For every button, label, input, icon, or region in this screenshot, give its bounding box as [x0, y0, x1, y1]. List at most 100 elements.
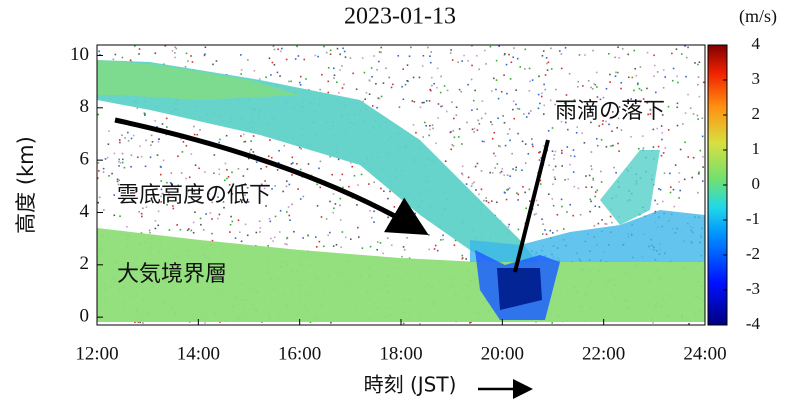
noise	[576, 85, 579, 88]
noise	[329, 200, 331, 203]
noise	[475, 55, 478, 57]
noise	[157, 140, 160, 143]
noise	[192, 221, 195, 224]
noise	[437, 103, 440, 105]
noise	[98, 170, 100, 172]
noise	[640, 89, 643, 92]
noise	[199, 217, 202, 220]
noise	[388, 230, 391, 232]
noise	[336, 47, 339, 50]
x-tick-label: 18:00	[379, 343, 422, 364]
noise	[517, 132, 519, 135]
noise	[593, 225, 596, 227]
noise	[406, 80, 409, 82]
noise	[617, 71, 619, 74]
noise	[660, 125, 663, 127]
noise	[356, 204, 358, 206]
noise	[401, 202, 403, 205]
noise	[602, 96, 605, 99]
noise	[684, 112, 687, 114]
noise	[674, 164, 677, 166]
noise	[654, 91, 657, 94]
noise	[252, 135, 255, 137]
noise	[179, 228, 182, 231]
noise	[323, 45, 325, 48]
noise	[550, 47, 552, 50]
noise	[259, 231, 261, 233]
noise	[244, 223, 247, 226]
noise	[213, 172, 215, 175]
noise	[327, 91, 330, 94]
noise	[441, 105, 444, 107]
noise	[290, 163, 293, 165]
noise	[474, 165, 477, 168]
noise	[231, 220, 234, 223]
noise	[591, 110, 593, 113]
noise	[430, 51, 432, 53]
noise	[451, 144, 454, 146]
noise	[118, 197, 120, 200]
noise	[537, 107, 540, 110]
cloud-base-arrow	[114, 117, 429, 236]
colorbar-tick-label: -4	[746, 314, 761, 333]
noise	[617, 46, 619, 48]
noise	[402, 98, 405, 101]
noise	[277, 162, 280, 164]
noise	[649, 113, 652, 115]
noise	[298, 146, 301, 149]
noise	[692, 156, 695, 159]
noise	[382, 82, 385, 84]
noise	[402, 68, 404, 70]
noise	[199, 129, 201, 131]
noise	[642, 147, 645, 149]
noise	[561, 152, 563, 154]
noise	[508, 53, 510, 56]
noise	[698, 171, 700, 174]
noise	[495, 79, 498, 81]
noise	[467, 83, 469, 86]
noise	[675, 48, 678, 50]
noise	[174, 56, 176, 59]
noise	[143, 114, 146, 116]
noise	[699, 149, 702, 152]
noise	[316, 205, 319, 207]
noise	[239, 231, 241, 234]
noise	[398, 106, 401, 108]
noise	[457, 61, 460, 63]
noise	[461, 60, 464, 62]
noise	[376, 241, 379, 243]
noise	[685, 56, 688, 59]
noise	[231, 193, 234, 195]
noise	[343, 83, 345, 86]
noise	[382, 252, 384, 255]
noise	[553, 176, 556, 179]
noise	[113, 214, 116, 217]
noise	[277, 48, 279, 51]
noise	[121, 56, 124, 59]
noise	[410, 46, 412, 49]
noise	[144, 165, 147, 168]
noise	[538, 159, 541, 161]
noise	[556, 213, 559, 216]
noise	[676, 106, 679, 109]
noise	[461, 173, 464, 176]
noise	[596, 86, 598, 88]
noise	[185, 145, 188, 147]
noise	[609, 117, 611, 120]
noise	[180, 185, 182, 187]
noise	[590, 186, 593, 188]
noise	[576, 126, 579, 128]
noise	[157, 224, 160, 227]
noise	[270, 74, 272, 76]
noise	[591, 88, 594, 90]
noise	[507, 226, 510, 228]
noise	[630, 98, 633, 100]
noise	[524, 162, 527, 164]
noise	[283, 144, 286, 147]
noise	[341, 231, 344, 233]
noise	[627, 76, 630, 79]
noise	[483, 199, 485, 202]
noise	[476, 162, 479, 165]
noise	[373, 181, 375, 184]
noise	[611, 111, 614, 113]
